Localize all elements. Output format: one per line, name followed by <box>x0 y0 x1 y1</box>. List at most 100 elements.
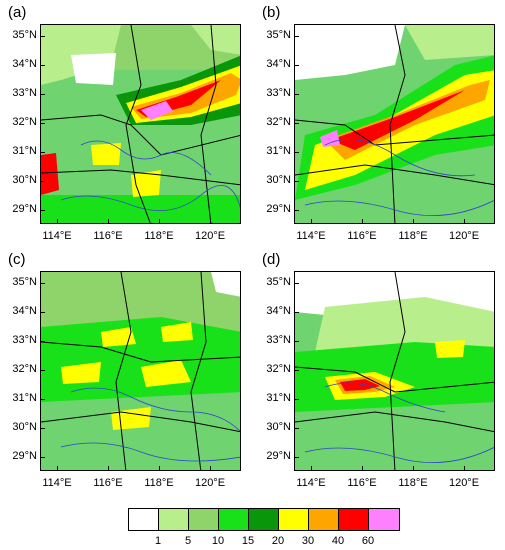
y-tick-label: 30°N <box>12 421 37 433</box>
x-tick-mark <box>57 466 58 470</box>
y-tick-label: 33°N <box>12 334 37 346</box>
y-tick-label: 29°N <box>266 450 291 462</box>
y-tick-label: 35°N <box>12 276 37 288</box>
y-tick-label: 33°N <box>12 87 37 99</box>
y-tick-label: 32°N <box>266 363 291 375</box>
x-tick-mark <box>108 466 109 470</box>
y-tick-mark <box>41 94 45 95</box>
y-tick-label: 32°N <box>12 363 37 375</box>
x-tick-mark <box>108 219 109 223</box>
y-tick-label: 35°N <box>266 276 291 288</box>
x-tick-mark <box>57 219 58 223</box>
panel-label: (c) <box>8 251 26 268</box>
precip-map-b <box>295 25 494 223</box>
y-tick-mark <box>295 152 299 153</box>
y-tick-mark <box>41 123 45 124</box>
y-tick-mark <box>41 283 45 284</box>
panel-label: (d) <box>262 251 281 268</box>
y-tick-mark <box>295 283 299 284</box>
colorbar-label: 30 <box>301 535 315 547</box>
y-tick-mark <box>41 65 45 66</box>
y-tick-label: 32°N <box>266 116 291 128</box>
x-tick-label: 116°E <box>93 230 123 242</box>
y-tick-label: 35°N <box>12 29 37 41</box>
y-tick-mark <box>295 341 299 342</box>
y-tick-mark <box>41 152 45 153</box>
x-tick-label: 120°E <box>194 477 226 489</box>
colorbar-box <box>249 509 279 530</box>
x-tick-mark <box>464 466 465 470</box>
y-tick-label: 33°N <box>266 87 291 99</box>
x-tick-mark <box>311 219 312 223</box>
colorbar <box>128 508 400 531</box>
colorbar-label: 60 <box>361 535 375 547</box>
precip-map-a <box>41 25 240 223</box>
colorbar-label: 1 <box>154 535 162 547</box>
y-tick-label: 30°N <box>266 421 291 433</box>
x-tick-label: 116°E <box>347 477 377 489</box>
x-tick-label: 120°E <box>194 230 226 242</box>
x-tick-mark <box>413 466 414 470</box>
panel-label: (b) <box>262 4 281 21</box>
colorbar-box <box>309 509 339 530</box>
x-tick-mark <box>464 219 465 223</box>
y-tick-label: 30°N <box>12 174 37 186</box>
colorbar-label: 15 <box>241 535 255 547</box>
colorbar-box <box>279 509 309 530</box>
y-tick-label: 31°N <box>266 145 291 157</box>
colorbar-label: 20 <box>271 535 285 547</box>
x-tick-label: 116°E <box>347 230 377 242</box>
y-tick-label: 34°N <box>266 305 291 317</box>
colorbar-box <box>219 509 249 530</box>
x-tick-mark <box>362 219 363 223</box>
y-tick-mark <box>41 370 45 371</box>
y-tick-label: 34°N <box>12 58 37 70</box>
precip-map-c <box>41 272 240 470</box>
y-tick-mark <box>41 399 45 400</box>
y-tick-mark <box>41 36 45 37</box>
y-tick-label: 31°N <box>12 392 37 404</box>
x-tick-mark <box>159 219 160 223</box>
y-tick-mark <box>295 428 299 429</box>
y-tick-mark <box>295 399 299 400</box>
colorbar-box <box>129 509 159 530</box>
x-tick-label: 114°E <box>296 230 326 242</box>
x-tick-label: 118°E <box>398 230 428 242</box>
y-tick-mark <box>295 94 299 95</box>
y-tick-label: 29°N <box>266 203 291 215</box>
y-tick-mark <box>295 36 299 37</box>
x-tick-label: 118°E <box>144 230 174 242</box>
colorbar-box <box>339 509 369 530</box>
map-frame-a <box>40 24 241 224</box>
y-tick-mark <box>41 312 45 313</box>
y-tick-mark <box>41 341 45 342</box>
y-tick-label: 29°N <box>12 450 37 462</box>
y-tick-mark <box>295 65 299 66</box>
x-tick-label: 120°E <box>448 477 480 489</box>
y-tick-mark <box>295 370 299 371</box>
colorbar-label: 10 <box>211 535 225 547</box>
y-tick-mark <box>41 457 45 458</box>
x-tick-label: 118°E <box>398 477 428 489</box>
x-tick-mark <box>210 466 211 470</box>
x-tick-label: 114°E <box>296 477 326 489</box>
x-tick-label: 116°E <box>93 477 123 489</box>
y-tick-mark <box>41 210 45 211</box>
colorbar-label: 40 <box>331 535 345 547</box>
y-tick-label: 34°N <box>266 58 291 70</box>
colorbar-box <box>189 509 219 530</box>
y-tick-mark <box>295 123 299 124</box>
y-tick-label: 32°N <box>12 116 37 128</box>
map-frame-b <box>294 24 495 224</box>
y-tick-mark <box>295 457 299 458</box>
x-tick-mark <box>210 219 211 223</box>
x-tick-mark <box>413 219 414 223</box>
x-tick-label: 120°E <box>448 230 480 242</box>
x-tick-mark <box>362 466 363 470</box>
colorbar-label: 5 <box>184 535 192 547</box>
y-tick-label: 29°N <box>12 203 37 215</box>
x-tick-label: 114°E <box>42 477 72 489</box>
y-tick-mark <box>295 312 299 313</box>
map-frame-c <box>40 271 241 471</box>
colorbar-box <box>159 509 189 530</box>
